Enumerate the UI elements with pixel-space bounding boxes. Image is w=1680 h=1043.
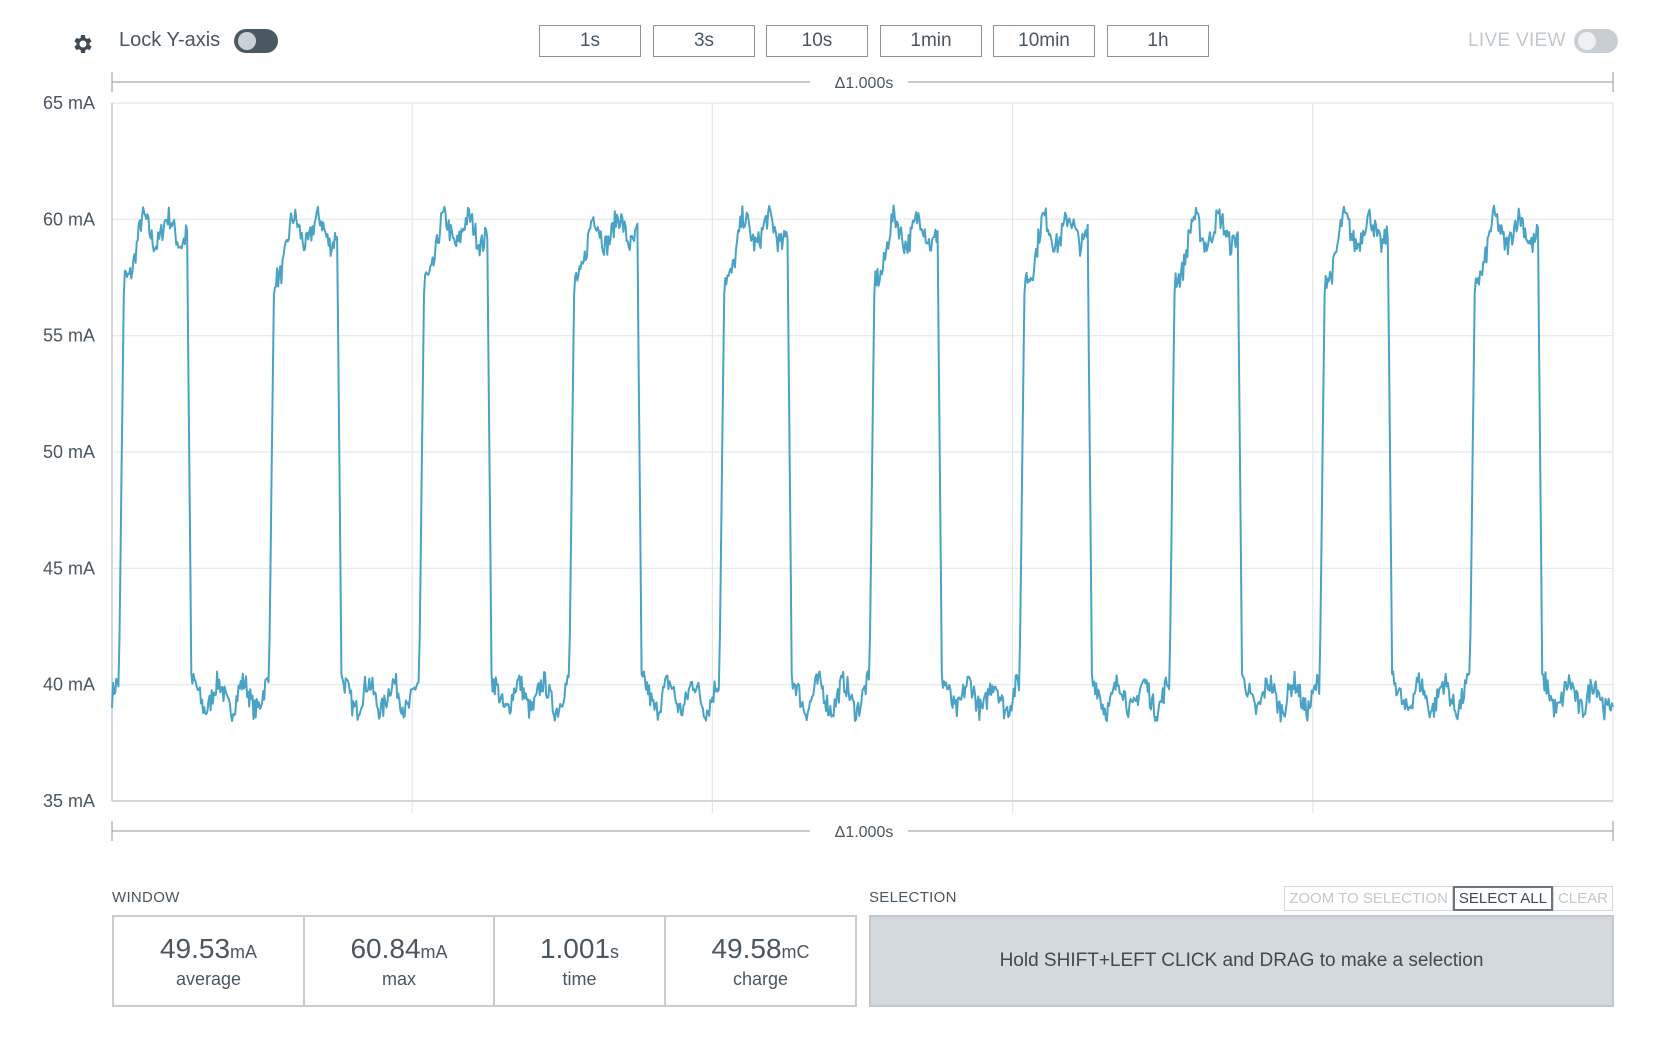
stat-unit: mA: [420, 941, 448, 962]
toggle-knob: [238, 32, 256, 50]
y-tick-label: 40 mA: [43, 675, 95, 695]
y-tick-label: 65 mA: [43, 93, 95, 113]
window-stats: 49.53mA average 60.84mA max 1.001s time …: [112, 915, 857, 1007]
stat-max: 60.84mA max: [305, 917, 495, 1005]
stat-average: 49.53mA average: [114, 917, 305, 1005]
y-tick-label: 55 mA: [43, 326, 95, 346]
y-tick-label: 50 mA: [43, 442, 95, 462]
window-rulers: [111, 72, 1614, 841]
stat-charge: 49.58mC charge: [666, 917, 855, 1005]
window-delta-top: Δ1.000s: [835, 75, 894, 92]
stat-label: charge: [732, 968, 789, 989]
y-tick-label: 60 mA: [43, 209, 95, 229]
time-button-10s[interactable]: 10s: [766, 25, 868, 57]
selection-title: SELECTION: [869, 889, 957, 906]
time-button-1s[interactable]: 1s: [539, 25, 641, 57]
y-tick-label: 45 mA: [43, 558, 95, 578]
zoom-to-selection-button[interactable]: ZOOM TO SELECTION: [1284, 886, 1453, 911]
time-button-10min[interactable]: 10min: [993, 25, 1095, 57]
lock-y-axis-toggle[interactable]: [234, 29, 278, 53]
window-delta-bottom: Δ1.000s: [835, 824, 894, 841]
live-view-toggle[interactable]: [1574, 29, 1618, 53]
chart-grid: [111, 102, 1614, 813]
stat-label: time: [562, 968, 597, 989]
time-button-1h[interactable]: 1h: [1107, 25, 1209, 57]
selection-hint: Hold SHIFT+LEFT CLICK and DRAG to make a…: [999, 950, 1484, 971]
y-tick-label: 35 mA: [43, 791, 95, 811]
time-button-1min[interactable]: 1min: [880, 25, 982, 57]
clear-button[interactable]: CLEAR: [1552, 886, 1613, 911]
gear-icon[interactable]: [70, 32, 94, 56]
stat-time: 1.001s time: [495, 917, 666, 1005]
selection-area[interactable]: Hold SHIFT+LEFT CLICK and DRAG to make a…: [869, 915, 1614, 1007]
lock-y-axis-label: Lock Y-axis: [119, 29, 221, 51]
time-button-3s[interactable]: 3s: [653, 25, 755, 57]
current-chart[interactable]: 65 mA 60 mA 55 mA 50 mA 45 mA 40 mA 35 mA Δ1.0…: [0, 0, 1680, 870]
y-axis-ticks: 65 mA 60 mA 55 mA 50 mA 45 mA 40 mA 35 mA: [43, 93, 95, 811]
stat-label: max: [381, 968, 416, 989]
stat-label: average: [175, 968, 242, 989]
stat-value: 60.84: [350, 932, 421, 964]
selection-actions: ZOOM TO SELECTION SELECT ALL CLEAR: [1284, 886, 1613, 911]
stat-value: 1.001: [539, 932, 611, 964]
toggle-knob: [1578, 32, 1596, 50]
stat-value: 49.53: [159, 932, 231, 964]
window-title: WINDOW: [112, 889, 180, 906]
live-view-label: LIVE VIEW: [1468, 30, 1566, 51]
stat-unit: mC: [781, 941, 810, 962]
select-all-button[interactable]: SELECT ALL: [1452, 886, 1553, 911]
stat-value: 49.58: [711, 932, 782, 964]
stat-unit: s: [610, 941, 620, 962]
series-line: [111, 204, 1614, 723]
stat-unit: mA: [230, 941, 258, 962]
